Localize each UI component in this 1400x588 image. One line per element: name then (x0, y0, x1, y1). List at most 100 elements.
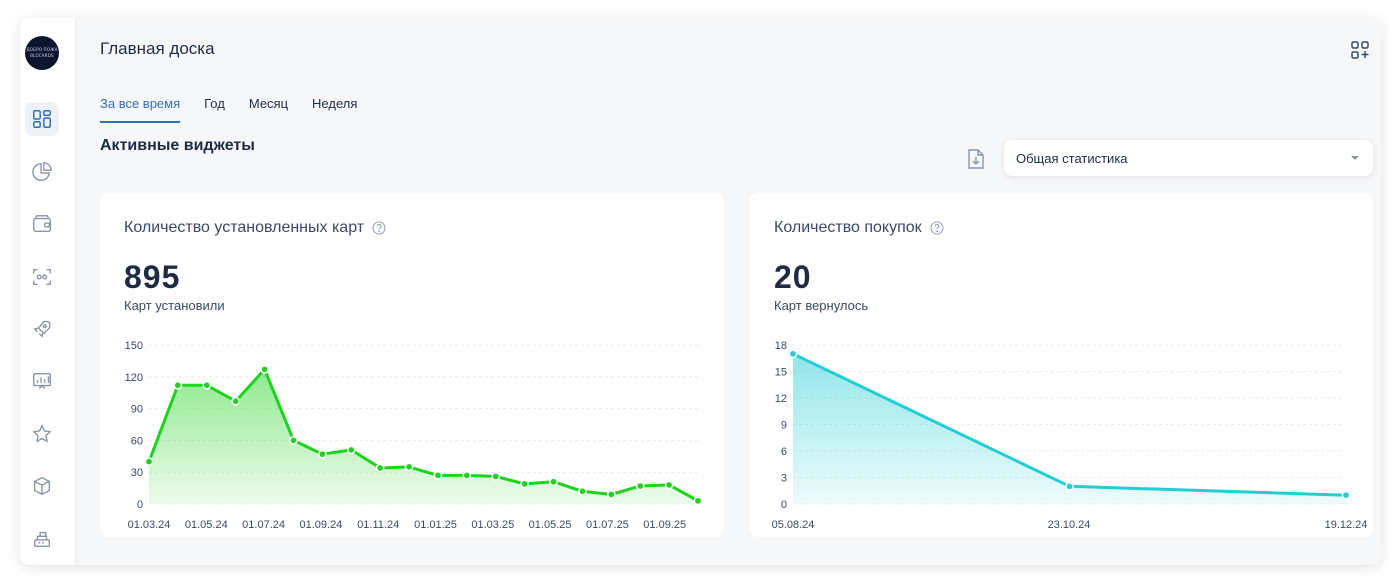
logo[interactable]: ДОБРО ПОЖА BLOCARDS (25, 36, 59, 70)
x-tick-label: 01.09.24 (299, 519, 342, 531)
data-point (788, 349, 798, 359)
y-tick-label: 12 (775, 393, 787, 405)
widget-card-purchases: Количество покупок 20 Карт вернулось 0 3 6… (750, 193, 1373, 537)
section-title: Активные виджеты (100, 137, 255, 154)
data-point (404, 462, 414, 472)
page-title: Главная доска (100, 39, 215, 58)
series-area (793, 353, 1346, 504)
widget-subtitle: Карт вернулось (774, 298, 869, 313)
y-tick-label: 3 (781, 473, 787, 485)
data-point (1065, 481, 1074, 491)
tab-month[interactable]: Месяц (248, 96, 289, 111)
data-point (462, 471, 472, 480)
sidebar-item-products[interactable] (25, 469, 59, 503)
rocket-icon (33, 320, 51, 338)
logo-text-top: ДОБРО ПОЖА (26, 47, 58, 52)
help-icon[interactable] (930, 221, 944, 235)
series-line (147, 367, 699, 503)
sidebar-item-scanner[interactable] (25, 260, 59, 294)
cash-register-icon (33, 531, 51, 548)
x-tick-label: 01.07.25 (586, 519, 629, 531)
data-point (260, 365, 269, 374)
x-tick-label: 05.08.24 (772, 519, 815, 531)
data-point (231, 396, 241, 406)
x-tick-label: 01.07.24 (242, 519, 285, 531)
data-point (491, 472, 501, 481)
y-tick-label: 150 (125, 340, 143, 352)
data-point (578, 486, 587, 496)
installed-cards-chart: 0 30 60 90 120 150 01.03.24 01.05.24 01.07.24 01.… (125, 340, 703, 531)
y-tick-label: 30 (131, 467, 143, 479)
help-icon[interactable] (372, 221, 386, 235)
y-tick-label: 120 (125, 372, 143, 384)
sidebar-item-promo[interactable] (25, 312, 59, 346)
sidebar-item-statistics[interactable] (25, 155, 59, 189)
sidebar-item-reports[interactable] (25, 364, 59, 398)
add-widget-icon[interactable] (1350, 40, 1370, 60)
chevron-down-icon (1351, 156, 1359, 160)
presentation-chart-icon (33, 372, 51, 389)
data-point (375, 463, 385, 473)
download-file-icon[interactable] (966, 148, 986, 170)
data-point (318, 449, 327, 459)
sidebar-item-favorites[interactable] (25, 417, 59, 451)
y-tick-label: 60 (131, 435, 143, 447)
x-tick-label: 01.05.24 (185, 519, 228, 531)
period-tabs: За все время Год Месяц Неделя (100, 96, 357, 123)
wallet-icon (33, 215, 51, 233)
x-tick-label: 19.12.24 (1325, 519, 1368, 531)
widget-title-text: Количество установленных карт (124, 219, 365, 236)
stats-select[interactable]: Общая статистика (1004, 140, 1373, 176)
y-tick-label: 0 (137, 499, 143, 511)
widget-value: 895 (124, 259, 181, 295)
data-point (693, 496, 703, 506)
data-point (289, 436, 298, 445)
tab-year[interactable]: Год (204, 96, 225, 111)
data-point (549, 477, 558, 487)
widget-title: Количество установленных карт (124, 219, 386, 237)
x-tick-label: 01.11.24 (357, 519, 399, 531)
widget-title: Количество покупок (774, 219, 944, 237)
data-point (173, 380, 183, 390)
sidebar-item-dashboard[interactable] (25, 102, 59, 136)
y-tick-label: 0 (781, 499, 787, 511)
star-icon (32, 424, 52, 443)
data-point (1341, 490, 1351, 500)
sidebar-item-wallet[interactable] (25, 207, 59, 241)
y-tick-label: 90 (131, 404, 143, 416)
tab-week[interactable]: Неделя (312, 96, 358, 111)
data-point (346, 445, 356, 455)
data-point (520, 479, 529, 489)
widget-value: 20 (774, 259, 812, 295)
x-tick-label: 01.03.25 (471, 519, 514, 531)
stats-select-value: Общая статистика (1016, 151, 1128, 166)
tab-all-time[interactable]: За все время (100, 96, 181, 123)
sidebar: ДОБРО ПОЖА BLOCARDS (20, 18, 76, 565)
x-tick-label: 23.10.24 (1048, 519, 1091, 531)
data-point (144, 457, 154, 466)
widget-subtitle: Карт установили (124, 298, 225, 313)
widget-card-installed: Количество установленных карт 895 Карт у… (100, 193, 724, 537)
scan-icon (33, 268, 51, 286)
data-point (202, 380, 212, 390)
x-tick-label: 01.05.25 (529, 519, 572, 531)
series-area (149, 369, 698, 504)
x-tick-label: 01.01.25 (414, 519, 457, 531)
data-point (606, 490, 616, 499)
data-point (664, 480, 674, 490)
data-point (433, 471, 443, 480)
y-tick-label: 18 (775, 340, 787, 352)
sidebar-item-cashier[interactable] (25, 522, 59, 556)
data-point (635, 481, 645, 491)
dashboard-icon (33, 110, 51, 128)
box-icon (33, 476, 51, 496)
y-tick-label: 9 (781, 420, 787, 432)
logo-text-bottom: BLOCARDS (30, 53, 54, 58)
pie-chart-icon (32, 162, 52, 181)
widget-title-text: Количество покупок (774, 219, 922, 236)
x-tick-label: 01.09.25 (643, 519, 686, 531)
x-tick-label: 01.03.24 (128, 519, 171, 531)
y-tick-label: 6 (781, 446, 787, 458)
app-window: ДОБРО ПОЖА BLOCARDS (20, 18, 1381, 565)
y-tick-label: 15 (775, 367, 787, 379)
